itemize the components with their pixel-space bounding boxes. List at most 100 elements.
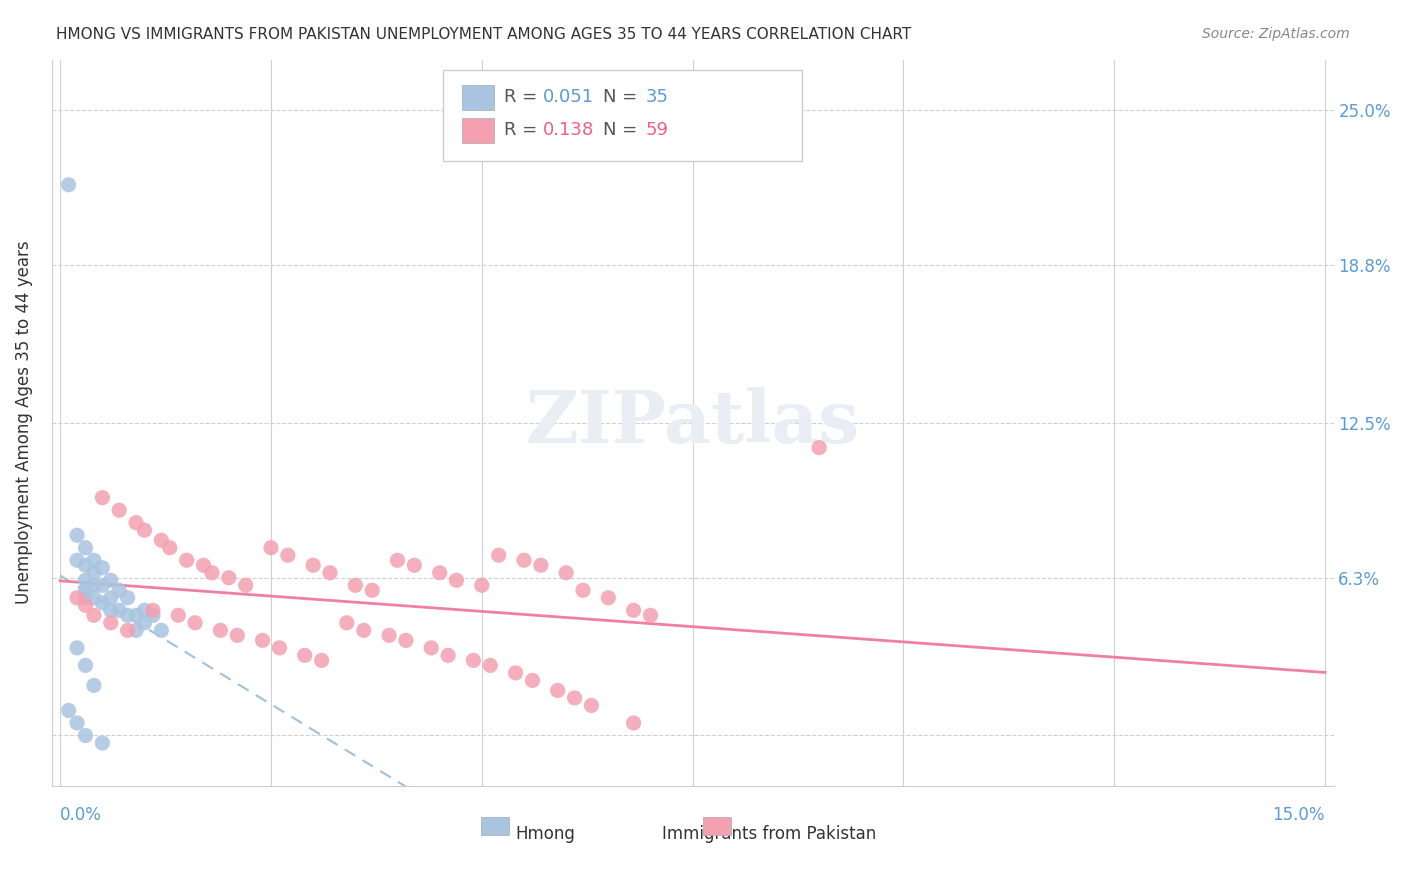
Point [75, 583, 97, 598]
Text: Hmong: Hmong [515, 825, 575, 844]
Point [91, 596, 114, 610]
Point [91, 736, 114, 750]
Point [75, 599, 97, 613]
Point [479, 658, 502, 673]
Point [142, 603, 165, 617]
Point [218, 571, 240, 585]
Point [75, 541, 97, 555]
Point [83, 578, 105, 592]
Point [336, 615, 359, 630]
Point [100, 574, 122, 588]
Point [513, 553, 536, 567]
Point [117, 608, 139, 623]
Point [319, 566, 342, 580]
Point [572, 583, 595, 598]
Point [463, 653, 485, 667]
Point [623, 715, 645, 730]
Point [598, 591, 620, 605]
Point [150, 533, 173, 548]
Point [66, 640, 89, 655]
Point [108, 583, 131, 598]
Text: HMONG VS IMMIGRANTS FROM PAKISTAN UNEMPLOYMENT AMONG AGES 35 TO 44 YEARS CORRELA: HMONG VS IMMIGRANTS FROM PAKISTAN UNEMPL… [56, 27, 911, 42]
Point [429, 566, 451, 580]
Point [640, 608, 662, 623]
Text: N =: N = [603, 121, 643, 139]
Point [83, 566, 105, 580]
Point [117, 624, 139, 638]
Point [75, 591, 97, 605]
Point [471, 578, 494, 592]
Point [201, 566, 224, 580]
Point [437, 648, 460, 663]
Point [294, 648, 316, 663]
Point [66, 715, 89, 730]
Point [75, 574, 97, 588]
Text: Source: ZipAtlas.com: Source: ZipAtlas.com [1202, 27, 1350, 41]
Point [150, 624, 173, 638]
Point [134, 603, 156, 617]
Point [108, 503, 131, 517]
Text: 0.0%: 0.0% [60, 805, 103, 823]
Point [83, 608, 105, 623]
Point [83, 591, 105, 605]
FancyBboxPatch shape [463, 85, 494, 111]
Point [159, 541, 181, 555]
Point [100, 591, 122, 605]
Point [808, 441, 831, 455]
Text: 15.0%: 15.0% [1272, 805, 1324, 823]
Y-axis label: Unemployment Among Ages 35 to 44 years: Unemployment Among Ages 35 to 44 years [15, 241, 32, 605]
Point [66, 553, 89, 567]
Point [176, 553, 198, 567]
Point [235, 578, 257, 592]
Point [125, 608, 148, 623]
Text: 0.138: 0.138 [543, 121, 593, 139]
Point [66, 528, 89, 542]
Point [91, 578, 114, 592]
FancyBboxPatch shape [481, 817, 509, 835]
Point [260, 541, 283, 555]
Point [83, 678, 105, 692]
Point [142, 608, 165, 623]
Point [134, 523, 156, 537]
Point [58, 178, 80, 192]
Text: 0.051: 0.051 [543, 88, 593, 106]
Point [581, 698, 603, 713]
Text: R =: R = [505, 88, 543, 106]
Point [623, 603, 645, 617]
Point [564, 690, 586, 705]
Point [75, 658, 97, 673]
Text: Immigrants from Pakistan: Immigrants from Pakistan [662, 825, 877, 844]
Point [252, 633, 274, 648]
Point [66, 591, 89, 605]
Point [344, 578, 367, 592]
FancyBboxPatch shape [703, 817, 731, 835]
Point [311, 653, 333, 667]
Point [361, 583, 384, 598]
Point [83, 553, 105, 567]
Point [522, 673, 544, 688]
Text: ZIPatlas: ZIPatlas [526, 387, 859, 458]
Point [226, 628, 249, 642]
Point [387, 553, 409, 567]
Point [404, 558, 426, 573]
Point [395, 633, 418, 648]
Point [555, 566, 578, 580]
Point [353, 624, 375, 638]
Point [75, 558, 97, 573]
Point [505, 665, 527, 680]
Point [91, 561, 114, 575]
Point [100, 603, 122, 617]
Point [184, 615, 207, 630]
Point [134, 615, 156, 630]
Point [91, 491, 114, 505]
Point [58, 703, 80, 717]
Text: 35: 35 [645, 88, 668, 106]
Point [378, 628, 401, 642]
Point [167, 608, 190, 623]
Text: N =: N = [603, 88, 643, 106]
Point [530, 558, 553, 573]
Text: 59: 59 [645, 121, 668, 139]
Point [193, 558, 215, 573]
Point [75, 729, 97, 743]
FancyBboxPatch shape [463, 118, 494, 143]
